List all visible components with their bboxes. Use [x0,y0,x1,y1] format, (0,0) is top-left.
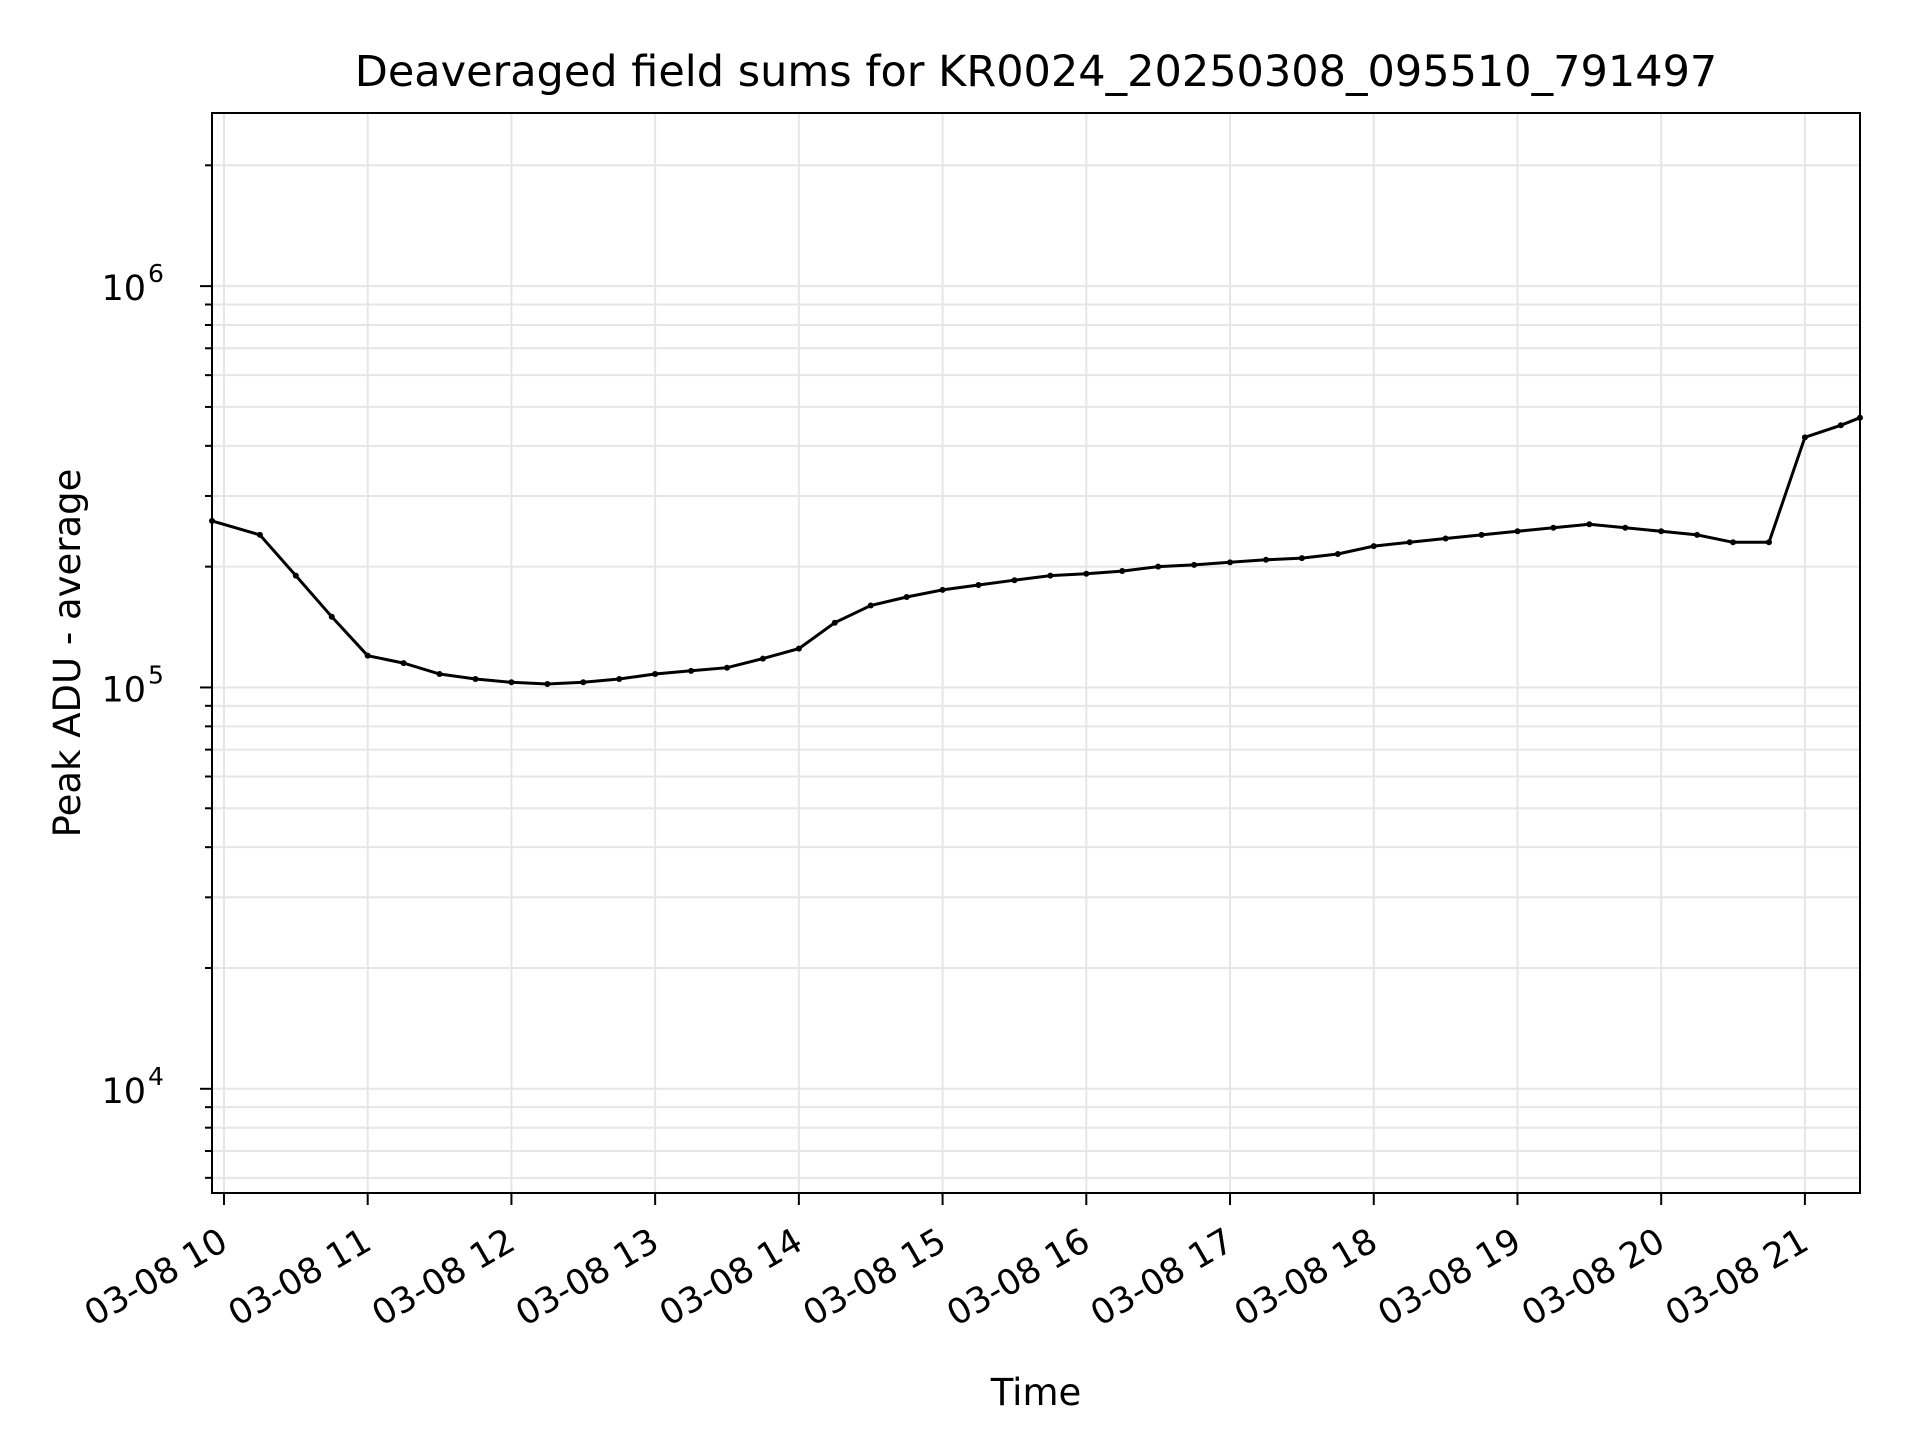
y-axis-label: Peak ADU - average [46,469,89,838]
data-point [1694,531,1701,538]
data-point [400,660,407,667]
data-point [1658,528,1665,535]
data-point [1047,572,1054,579]
data-point [1334,551,1341,558]
data-point [1298,555,1305,562]
y-tick-label: 10 [101,1072,146,1112]
data-point [508,679,515,686]
y-tick-label: 10 [101,670,146,710]
chart-title: Deaveraged field sums for KR0024_2025030… [355,47,1718,97]
y-tick-label: 10 [101,269,146,309]
data-point [292,572,299,579]
data-point [472,675,479,682]
data-point [1083,570,1090,577]
data-layer [209,414,1863,688]
data-point [1730,539,1737,546]
data-point [256,531,263,538]
data-point [867,602,874,609]
data-point [795,645,802,652]
data-point [1119,568,1126,575]
data-point [1801,434,1808,441]
data-point [1370,543,1377,550]
data-point [1191,561,1198,568]
data-point [831,619,838,626]
data-point [544,681,551,688]
data-point [436,671,443,678]
data-point [1011,577,1018,584]
data-point [1406,539,1413,546]
x-axis-label: Time [990,1371,1082,1414]
grid [212,113,1860,1193]
data-point [1765,539,1772,546]
data-point [1837,422,1844,429]
y-tick-exponent: 6 [148,259,164,288]
data-point [759,655,766,662]
data-point [616,675,623,682]
data-point [1155,563,1162,570]
data-point [1442,535,1449,542]
data-point [688,667,695,674]
data-point [1262,556,1269,563]
data-point [975,582,982,589]
data-point [1478,531,1485,538]
data-point [328,613,335,620]
data-point [724,664,730,671]
data-point [939,586,946,593]
data-point [1622,524,1629,531]
data-point [1586,521,1593,528]
data-point [580,679,587,686]
data-point [903,594,910,601]
y-tick-exponent: 5 [148,660,164,689]
y-tick-exponent: 4 [148,1062,164,1091]
data-point [1514,528,1521,535]
plot-frame [211,112,1861,1194]
data-point [1550,524,1557,531]
data-point [652,671,659,678]
data-point [364,652,371,659]
data-point [1227,559,1234,566]
